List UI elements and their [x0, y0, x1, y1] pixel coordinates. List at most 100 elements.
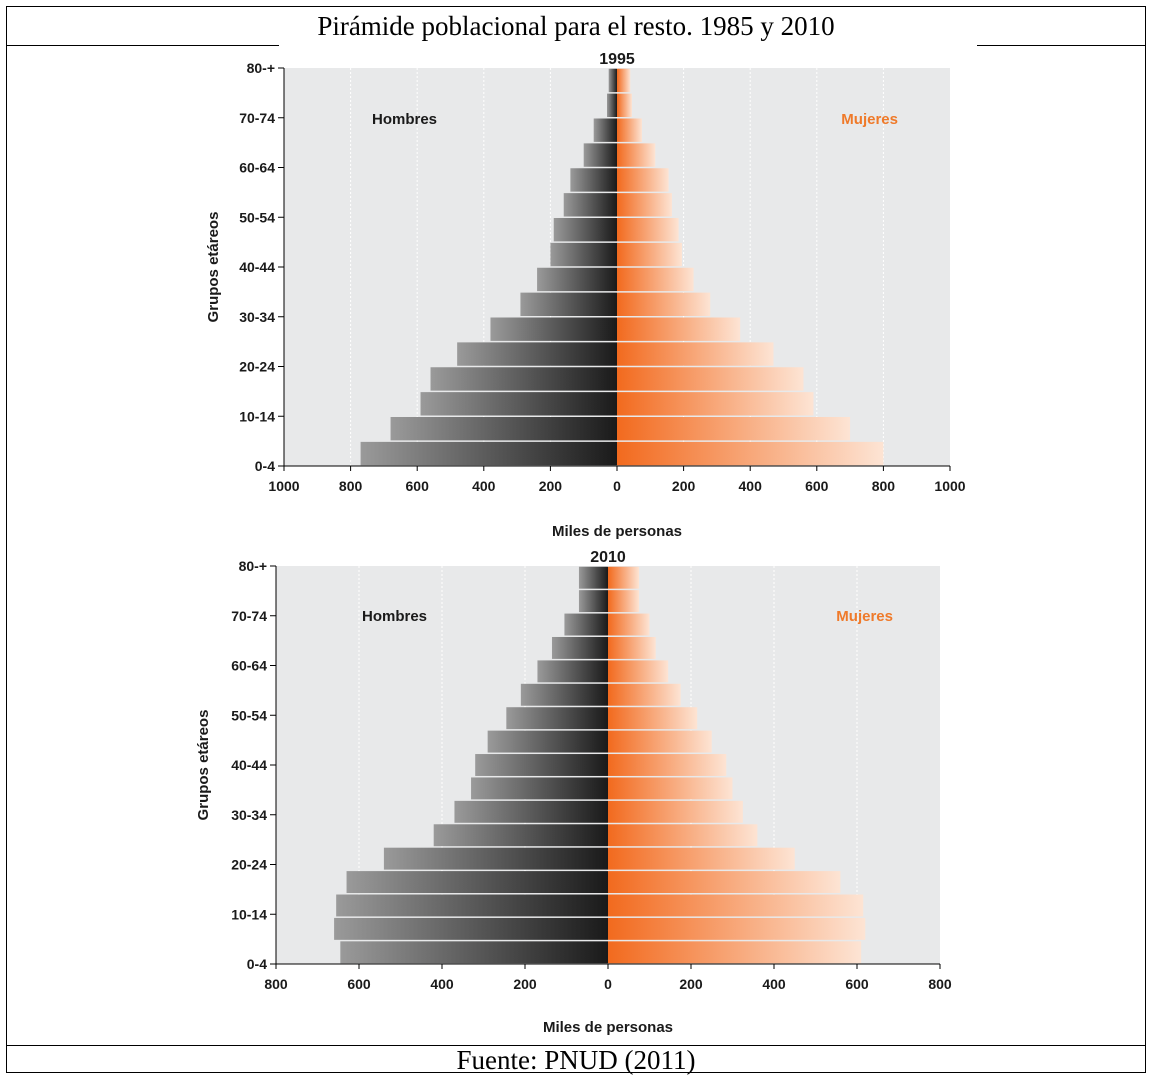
bar-mujeres [617, 118, 642, 142]
bar-hombres [430, 367, 617, 391]
x-tick-label: 600 [347, 976, 371, 992]
bar-hombres [537, 660, 608, 683]
y-tick-label: 50-54 [231, 707, 267, 723]
bar-hombres [607, 93, 617, 117]
bar-mujeres [608, 800, 743, 823]
bar-hombres [346, 871, 608, 894]
bar-mujeres [617, 218, 679, 242]
x-tick-label: 200 [679, 976, 703, 992]
x-tick-label: 400 [472, 478, 496, 494]
chart-title: 1995 [599, 51, 635, 68]
bar-hombres [520, 683, 608, 706]
bar-hombres [593, 118, 617, 142]
bar-mujeres [617, 143, 656, 167]
bar-mujeres [608, 636, 656, 659]
x-tick-label: 0 [613, 478, 621, 494]
y-tick-label: 10-14 [231, 906, 267, 922]
y-tick-label: 80-+ [247, 60, 275, 76]
bar-mujeres [608, 847, 795, 870]
bar-hombres [563, 193, 617, 217]
y-tick-label: 30-34 [239, 309, 275, 325]
y-tick-label: 10-14 [239, 408, 275, 424]
x-tick-label: 600 [805, 478, 829, 494]
y-tick-label: 60-64 [239, 160, 275, 176]
bar-hombres [390, 417, 617, 441]
y-tick-label: 40-44 [239, 259, 275, 275]
series-label-hombres: Hombres [362, 608, 427, 625]
title-rule-right [977, 45, 1145, 46]
y-tick-label: 20-24 [239, 359, 275, 375]
bar-hombres [520, 292, 617, 316]
bar-mujeres [608, 871, 841, 894]
bar-hombres [553, 218, 617, 242]
bar-mujeres [608, 683, 681, 706]
bar-hombres [506, 707, 608, 730]
y-tick-label: 70-74 [239, 110, 275, 126]
x-tick-label: 400 [762, 976, 786, 992]
bar-mujeres [617, 68, 631, 93]
x-tick-label: 200 [672, 478, 696, 494]
bar-mujeres [608, 613, 650, 636]
bar-hombres [383, 847, 608, 870]
y-tick-label: 30-34 [231, 807, 267, 823]
pyramid-chart-1995: 1000 800 600 400 200 0 200 400 600 800 1000 0-4 10-1… [205, 51, 966, 540]
figure-title: Pirámide poblacional para el resto. 1985… [317, 10, 835, 41]
bar-mujeres [608, 566, 640, 589]
y-tick-label: 20-24 [231, 857, 267, 873]
x-tick-label: 600 [406, 478, 430, 494]
x-tick-label: 400 [739, 478, 763, 494]
figure-frame: Pirámide poblacional para el resto. 1985… [6, 6, 1146, 1075]
bar-mujeres [617, 417, 851, 441]
bar-hombres [336, 894, 608, 917]
x-tick-label: 800 [928, 976, 952, 992]
x-tick-label: 200 [513, 976, 537, 992]
x-tick-label: 1000 [268, 478, 299, 494]
bar-mujeres [617, 342, 774, 366]
bar-mujeres [617, 193, 672, 217]
bar-mujeres [608, 730, 712, 753]
series-label-mujeres: Mujeres [836, 608, 893, 625]
bar-hombres [454, 800, 608, 823]
bar-mujeres [617, 242, 682, 267]
bar-hombres [537, 267, 617, 292]
bar-mujeres [608, 894, 864, 917]
bar-hombres [551, 636, 608, 659]
x-tick-label: 400 [430, 976, 454, 992]
bar-hombres [550, 242, 617, 267]
x-tick-label: 200 [539, 478, 563, 494]
y-tick-label: 50-54 [239, 209, 275, 225]
bar-mujeres [617, 292, 711, 316]
bar-hombres [475, 754, 608, 776]
x-tick-label: 0 [604, 976, 612, 992]
pyramid-chart-2010: 800 600 400 200 0 200 400 600 800 0-4 10-14 20-24 30… [195, 549, 952, 1036]
bar-mujeres [617, 441, 884, 466]
x-tick-label: 800 [339, 478, 363, 494]
bar-hombres [578, 590, 608, 613]
bar-mujeres [617, 392, 814, 416]
bar-hombres [471, 777, 608, 800]
bar-hombres [564, 613, 608, 636]
chart-title: 2010 [590, 549, 626, 566]
bar-hombres [420, 392, 617, 416]
bar-hombres [433, 824, 608, 847]
footer-rule [7, 1045, 1145, 1046]
y-tick-label: 70-74 [231, 608, 267, 624]
x-axis-label: Miles de personas [552, 523, 682, 540]
bar-mujeres [608, 777, 733, 800]
bar-mujeres [617, 267, 694, 292]
title-rule-left [7, 45, 279, 46]
bar-mujeres [608, 824, 758, 847]
y-axis-label: Grupos etáreos [195, 710, 212, 821]
bar-mujeres [608, 754, 727, 776]
y-axis-label: Grupos etáreos [205, 212, 222, 323]
bar-hombres [578, 566, 608, 589]
x-tick-label: 600 [845, 976, 869, 992]
bar-hombres [360, 441, 617, 466]
bar-mujeres [608, 707, 698, 730]
series-label-hombres: Hombres [372, 111, 437, 128]
bar-hombres [457, 342, 617, 366]
figure-source: Fuente: PNUD (2011) [456, 1044, 696, 1075]
bar-mujeres [617, 367, 804, 391]
bar-hombres [583, 143, 617, 167]
